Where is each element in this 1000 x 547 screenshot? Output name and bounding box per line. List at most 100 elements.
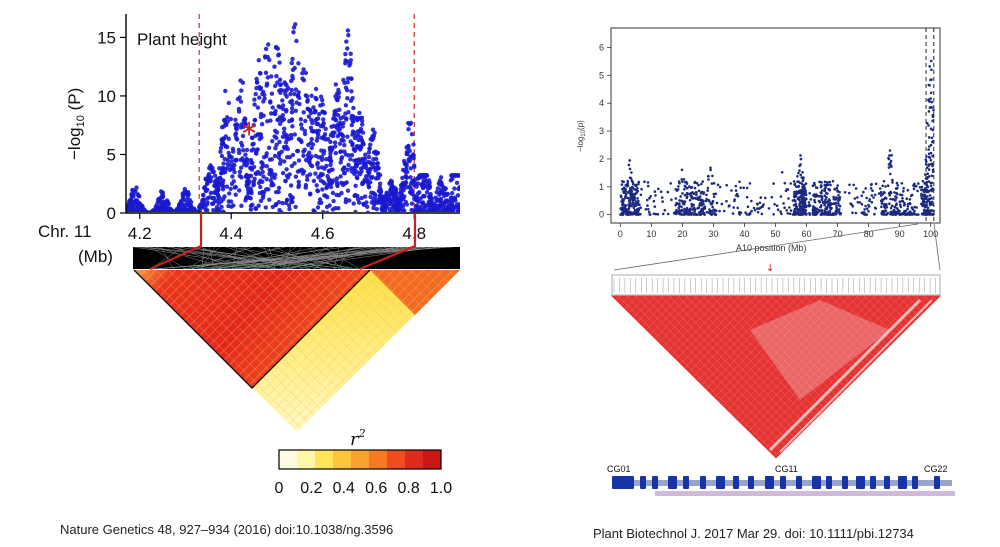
left-snp-point [272,64,277,69]
left-snp-point [272,175,277,180]
right-snp-point [800,202,803,205]
left-x-ticks: 4.2 4.4 4.6 4.8 [128,213,426,243]
left-snp-point [383,200,388,205]
right-snp-point [854,187,858,190]
left-snp-point [262,96,267,101]
right-snp-point [745,213,749,216]
left-snp-point [250,202,255,207]
right-snp-point [874,182,878,186]
left-snp-point [276,189,281,195]
gene-exon [716,476,725,489]
left-snp-point [323,137,329,142]
right-snp-point [779,210,782,213]
left-snp-point [163,201,168,206]
left-snp-point [301,110,306,115]
right-snp-point [675,210,679,214]
left-x-tick-label: 4.2 [128,224,152,243]
right-snp-point [732,206,735,209]
left-x-unit-label: (Mb) [78,247,113,266]
left-snp-point [351,201,356,206]
left-snp-point [421,193,426,199]
right-snp-point [699,191,703,195]
right-snp-point [906,205,910,208]
left-snp-point [239,203,244,208]
left-snp-point [343,85,349,90]
left-snp-point [343,51,348,57]
right-snp-point [836,184,839,187]
left-snp-point [205,208,210,212]
left-snp-point [438,197,444,202]
right-snp-point [913,205,917,209]
right-snp-point [903,209,906,213]
right-snp-point [695,191,698,194]
right-snp-point [670,198,673,201]
left-snp-point [282,126,287,131]
left-snp-point [424,190,430,195]
left-snp-point [296,61,301,66]
right-snp-point [636,189,639,193]
right-snp-point [690,185,694,189]
left-snp-point [341,77,346,83]
left-y-ticks: 0 5 10 15 [97,28,126,223]
left-snp-point [180,196,186,201]
right-snp-point [812,193,815,197]
left-snp-point [352,171,357,176]
left-snp-point [378,188,383,194]
right-snp-point [629,187,632,191]
left-snp-point [365,204,370,209]
right-snp-point [687,213,690,216]
left-snp-point [134,185,139,190]
right-snp-point [745,186,749,190]
left-snp-point [439,180,444,185]
right-snp-point [683,212,687,215]
left-snp-point [241,148,246,153]
left-snp-point [203,177,208,182]
right-snp-point [930,100,933,104]
left-snp-point [388,191,394,196]
right-snp-point [636,211,640,214]
left-snp-point [290,76,295,81]
right-snp-point [931,119,934,123]
right-snp-point [780,212,783,216]
right-snp-point [905,197,908,200]
right-zoom-line-left [613,223,919,271]
right-snp-point [823,189,827,193]
left-snp-point [277,77,283,82]
right-snp-point [706,186,710,190]
left-snp-point [180,191,185,196]
left-snp-point [243,117,248,122]
right-snp-point [697,183,700,187]
left-snp-point [227,163,233,168]
right-snp-point [839,211,842,215]
left-snp-point [351,105,356,111]
left-snp-point [368,180,373,185]
left-snp-point [345,76,351,81]
left-snp-point [296,179,301,184]
right-snp-point [913,209,916,213]
right-snp-point [716,183,720,187]
left-snp-point [429,203,434,208]
left-snp-point [362,156,368,161]
right-snp-point [797,198,801,202]
right-snp-point [628,200,631,204]
left-snp-point [278,82,283,88]
left-snp-point [273,202,278,208]
right-snp-point [879,194,883,197]
left-snp-point [454,180,460,185]
left-snp-point [225,115,230,120]
legend-tick-label: 1.0 [430,480,452,497]
left-snp-point [404,174,409,180]
right-snp-point [647,208,650,211]
right-snp-point [653,190,657,193]
right-snp-point [827,201,830,204]
right-snp-point [712,195,716,198]
left-snp-point [275,80,280,85]
left-snp-point [224,122,229,128]
left-snp-point [360,130,366,135]
left-snp-point [274,130,280,135]
right-snp-point [666,190,670,194]
left-snp-point [354,158,359,163]
left-snp-point [286,203,292,208]
left-snp-point [228,186,233,191]
right-snp-point [629,210,632,214]
